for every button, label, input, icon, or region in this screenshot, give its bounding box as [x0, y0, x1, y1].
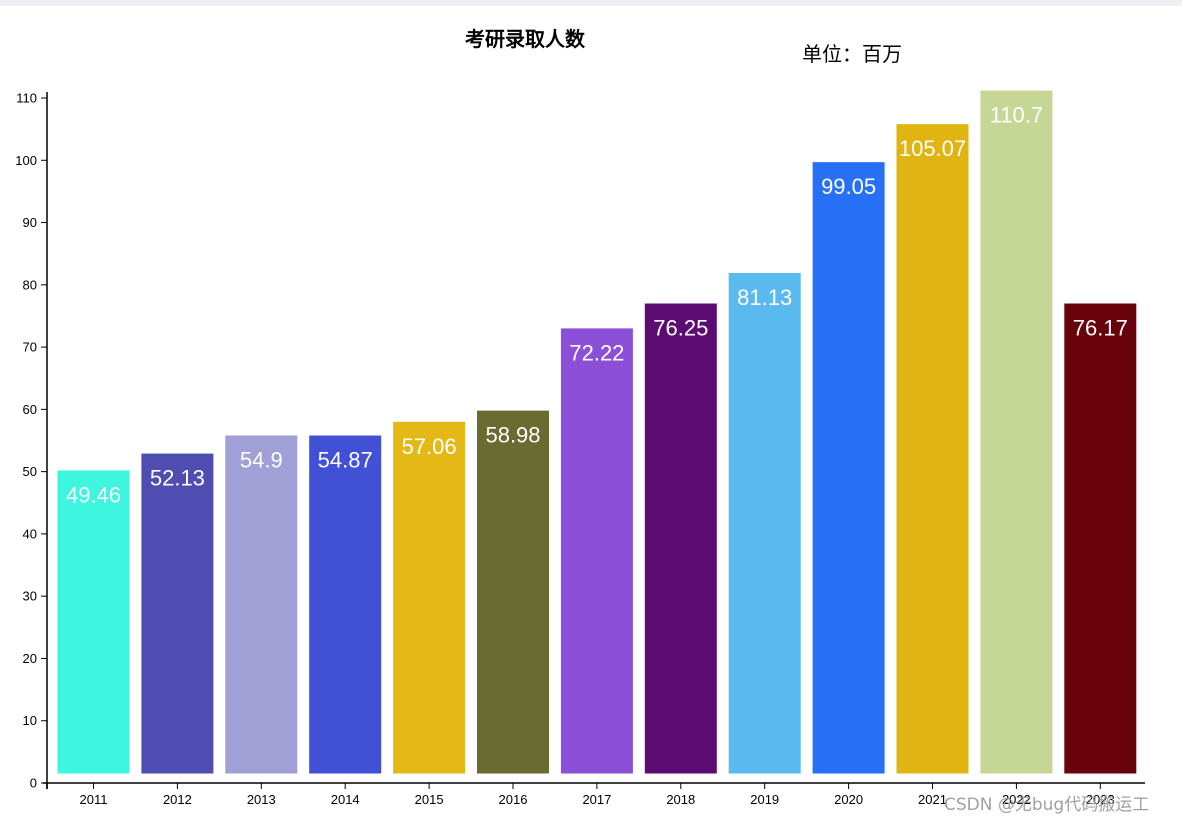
bar-2014 [309, 435, 382, 774]
y-tick-label: 20 [23, 651, 37, 666]
x-tick-label: 2016 [499, 792, 528, 807]
bar-2016 [477, 410, 549, 774]
bars [57, 90, 1137, 774]
bar-2019 [728, 272, 801, 774]
y-tick-label: 100 [15, 153, 37, 168]
x-tick-label: 2023 [1086, 792, 1115, 807]
bar-2015 [393, 421, 466, 774]
x-tick-label: 2015 [415, 792, 444, 807]
bar-value-label: 54.9 [240, 448, 283, 473]
bar-value-label: 52.13 [150, 466, 205, 491]
bar-value-label: 76.17 [1073, 316, 1128, 341]
unit-label: 单位：百万 [802, 42, 902, 66]
chart-title: 考研录取人数 [465, 27, 586, 51]
y-tick-label: 60 [23, 402, 37, 417]
y-tick-label: 70 [23, 340, 37, 355]
bar-value-label: 54.87 [318, 448, 373, 473]
bar-2012 [141, 453, 214, 774]
y-tick-label: 90 [23, 215, 37, 230]
x-tick-label: 2018 [666, 792, 695, 807]
bar-value-label: 57.06 [402, 434, 457, 459]
y-tick-label: 50 [23, 464, 37, 479]
bar-2013 [225, 435, 298, 774]
bar-2021 [896, 124, 969, 774]
bar-value-label: 81.13 [737, 285, 792, 310]
bar-value-label: 49.46 [66, 482, 121, 507]
bar-2011 [57, 470, 130, 774]
axes: 0 10 20 30 40 50 60 70 80 90 100 110 2011 2012 2013 201… [15, 91, 1145, 807]
x-tick-label: 2019 [750, 792, 779, 807]
bar-value-label: 110.7 [990, 103, 1043, 128]
y-tick-label: 40 [23, 526, 37, 541]
bar-value-label: 76.25 [653, 316, 708, 341]
y-tick-label: 0 [30, 776, 37, 791]
bar-2017 [560, 328, 633, 774]
bar-2018 [644, 303, 717, 774]
bar-value-label: 58.98 [485, 423, 540, 448]
bar-value-label: 72.22 [569, 340, 624, 365]
bar-2020 [812, 162, 885, 774]
x-tick-label: 2022 [1002, 792, 1031, 807]
x-tick-label: 2013 [247, 792, 276, 807]
top-bar [0, 0, 1182, 6]
x-tick-label: 2020 [834, 792, 863, 807]
y-tick-label: 110 [16, 91, 37, 106]
x-tick-label: 2017 [582, 792, 611, 807]
watermark: CSDN @无bug代码搬运工 [944, 795, 1150, 815]
x-tick-label: 2014 [331, 792, 360, 807]
bar-value-label: 99.05 [821, 174, 876, 199]
bar-2023 [1064, 303, 1137, 774]
y-tick-label: 30 [23, 589, 37, 604]
bar-labels: 49.46 52.13 54.9 54.87 57.06 58.98 72.22 76.25 8… [66, 103, 1128, 508]
bar-value-label: 105.07 [899, 136, 966, 161]
x-tick-label: 2012 [163, 792, 192, 807]
x-tick-label: 2021 [918, 792, 947, 807]
bar-2022 [980, 90, 1053, 774]
x-tick-label: 2011 [80, 792, 108, 807]
y-tick-label: 10 [23, 713, 37, 728]
y-tick-label: 80 [23, 277, 37, 292]
